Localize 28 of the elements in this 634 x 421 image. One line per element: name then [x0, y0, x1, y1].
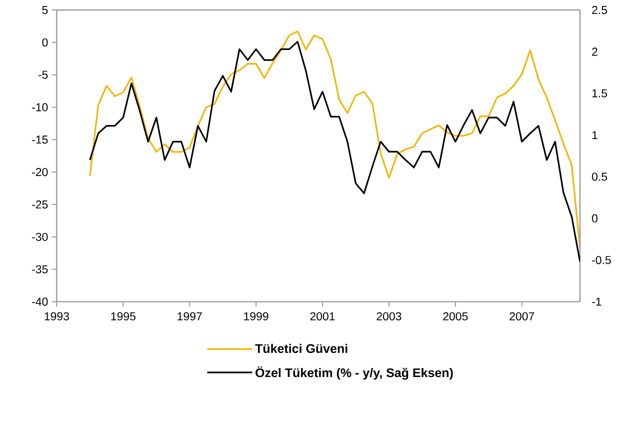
y-tick-label: -5 [38, 70, 48, 79]
x-tick-label: 1997 [178, 312, 202, 320]
y2-tick-label: 1.5 [592, 89, 608, 98]
y2-tick-label: 2 [592, 48, 598, 56]
x-tick-label: 2001 [310, 312, 335, 320]
y-tick-label: -40 [32, 298, 48, 306]
y-tick-label: -10 [32, 103, 48, 112]
legend-label: Özel Tüketim (% - y/y, Sağ Eksen) [256, 366, 453, 380]
y-tick-label: 5 [42, 6, 48, 14]
y-tick-label: -25 [32, 200, 48, 209]
y2-tick-label: 2.5 [592, 6, 608, 14]
y-tick-label: -15 [32, 136, 48, 144]
x-tick-label: 2003 [376, 312, 402, 320]
y2-tick-label: 0 [592, 214, 598, 222]
y2-tick-label: -1 [592, 298, 602, 306]
y-tick-label: -20 [32, 168, 48, 176]
x-tick-label: 1999 [244, 312, 268, 320]
x-tick-label: 2005 [443, 312, 468, 320]
y-tick-label: -35 [32, 265, 48, 274]
y-tick-label: 0 [42, 38, 48, 46]
x-tick-label: 2007 [510, 312, 534, 320]
y2-tick-label: 1 [592, 131, 598, 139]
x-tick-label: 1995 [111, 312, 136, 320]
y2-tick-label: 0.5 [592, 172, 608, 181]
y-tick-label: -30 [32, 232, 48, 241]
y2-tick-label: -0.5 [592, 256, 611, 264]
x-tick-label: 1993 [44, 312, 69, 320]
legend-label: Tüketici Güveni [255, 344, 348, 354]
